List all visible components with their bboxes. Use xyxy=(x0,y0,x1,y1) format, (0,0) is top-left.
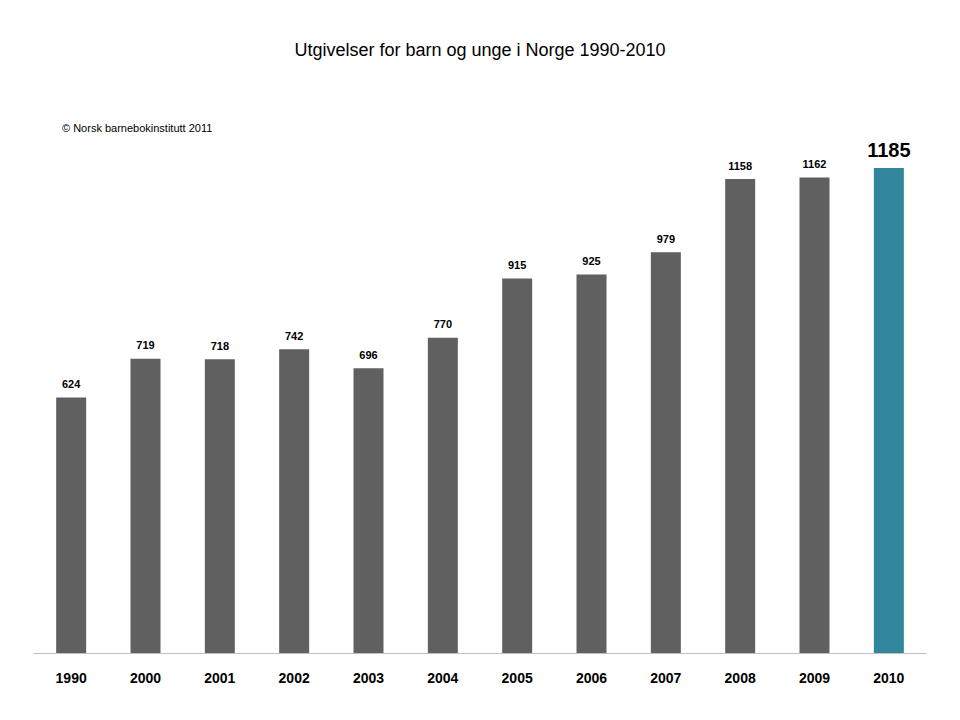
svg-text:1158: 1158 xyxy=(728,160,752,172)
svg-text:718: 718 xyxy=(211,340,229,352)
svg-text:2001: 2001 xyxy=(204,670,235,686)
svg-text:1185: 1185 xyxy=(867,139,910,161)
svg-text:1990: 1990 xyxy=(56,670,87,686)
svg-text:2009: 2009 xyxy=(799,670,830,686)
svg-text:915: 915 xyxy=(508,259,526,271)
svg-text:2002: 2002 xyxy=(279,670,310,686)
svg-text:© Norsk barnebokinstitutt 2011: © Norsk barnebokinstitutt 2011 xyxy=(62,122,212,134)
svg-text:624: 624 xyxy=(62,378,81,390)
svg-text:719: 719 xyxy=(136,339,154,351)
svg-text:1162: 1162 xyxy=(803,158,827,170)
svg-text:770: 770 xyxy=(434,318,452,330)
svg-text:2010: 2010 xyxy=(873,670,904,686)
svg-text:742: 742 xyxy=(285,330,303,342)
svg-text:2008: 2008 xyxy=(725,670,756,686)
svg-text:Utgivelser for barn og unge i: Utgivelser for barn og unge i Norge 1990… xyxy=(294,40,665,60)
svg-text:2000: 2000 xyxy=(130,670,161,686)
svg-text:2007: 2007 xyxy=(650,670,681,686)
svg-text:2005: 2005 xyxy=(502,670,533,686)
svg-text:979: 979 xyxy=(657,233,675,245)
svg-text:2004: 2004 xyxy=(427,670,458,686)
svg-text:696: 696 xyxy=(359,349,377,361)
svg-text:2006: 2006 xyxy=(576,670,607,686)
svg-text:2003: 2003 xyxy=(353,670,384,686)
svg-text:925: 925 xyxy=(582,255,600,267)
